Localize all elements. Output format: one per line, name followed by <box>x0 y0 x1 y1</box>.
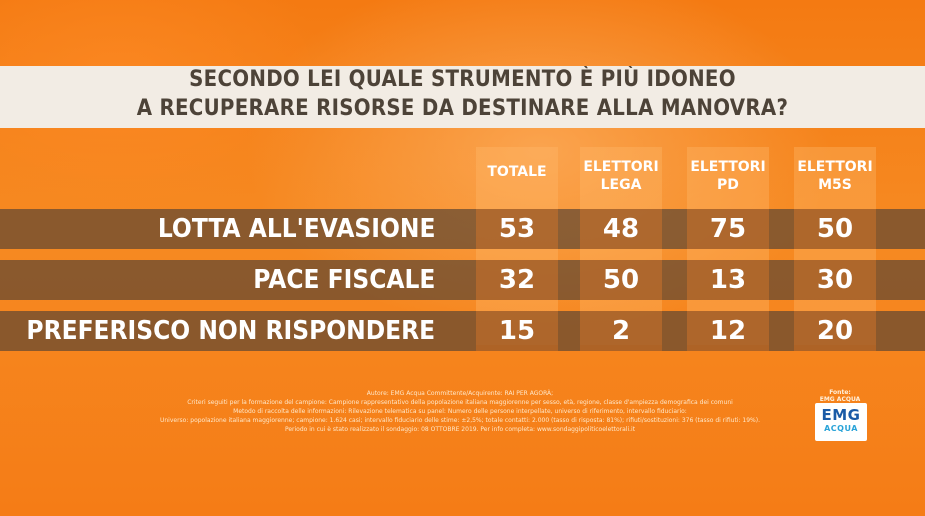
table-cell: 20 <box>816 316 854 346</box>
column-header: ELETTORI M5S <box>797 159 873 193</box>
table-cell: 48 <box>602 214 640 244</box>
cell-highlight <box>687 209 769 249</box>
cell-highlight <box>794 209 876 249</box>
cell-highlight <box>580 209 662 249</box>
table-cell: 32 <box>498 265 536 295</box>
column-header: TOTALE <box>487 164 547 180</box>
footnote-line: Universo: popolazione italiana maggioren… <box>159 417 761 424</box>
table-cell: 50 <box>602 265 640 295</box>
cell-highlight <box>687 260 769 300</box>
cell-highlight <box>476 209 558 249</box>
table-cell: 12 <box>709 316 747 346</box>
row-label: PACE FISCALE <box>252 265 435 295</box>
column-header: ELETTORI LEGA <box>583 159 659 193</box>
chart-title-line-1: SECONDO LEI QUALE STRUMENTO È PIÙ IDONEO <box>189 67 736 92</box>
table-cell: 2 <box>611 316 631 346</box>
chart-title-line-2: A RECUPERARE RISORSE DA DESTINARE ALLA M… <box>136 96 789 121</box>
cell-highlight <box>476 260 558 300</box>
logo-emg-text: EMG <box>821 406 861 424</box>
row-label: PREFERISCO NON RISPONDERE <box>26 316 435 346</box>
emg-acqua-logo: EMG ACQUA <box>815 403 867 441</box>
source-label-text: Fonte: <box>829 389 851 396</box>
column-header: ELETTORI PD <box>690 159 766 193</box>
cell-highlight <box>476 311 558 351</box>
table-cell: 53 <box>498 214 536 244</box>
footnote-line: Criteri seguiti per la formazione del ca… <box>187 399 733 406</box>
footnote-line: Autore: EMG Acqua Committente/Acquirente… <box>366 390 554 397</box>
cell-highlight <box>687 311 769 351</box>
footnote-line: Metodo di raccolta delle informazioni: R… <box>233 408 687 415</box>
table-cell: 15 <box>498 316 536 346</box>
table-cell: 13 <box>709 265 747 295</box>
table-cell: 75 <box>709 214 747 244</box>
footnote-line: Periodo in cui è stato realizzato il son… <box>284 426 636 433</box>
cell-highlight <box>794 260 876 300</box>
cell-highlight <box>794 311 876 351</box>
table-row <box>0 209 925 249</box>
methodology-notes: Autore: EMG Acqua Committente/Acquirente… <box>150 389 770 434</box>
table-cell: 50 <box>816 214 854 244</box>
logo-acqua-text: ACQUA <box>824 424 858 433</box>
table-cell: 30 <box>816 265 854 295</box>
cell-highlight <box>580 260 662 300</box>
table-row <box>0 260 925 300</box>
cell-highlight <box>580 311 662 351</box>
row-label: LOTTA ALL'EVASIONE <box>157 214 435 244</box>
table-row <box>0 311 925 351</box>
title-band <box>0 66 925 128</box>
